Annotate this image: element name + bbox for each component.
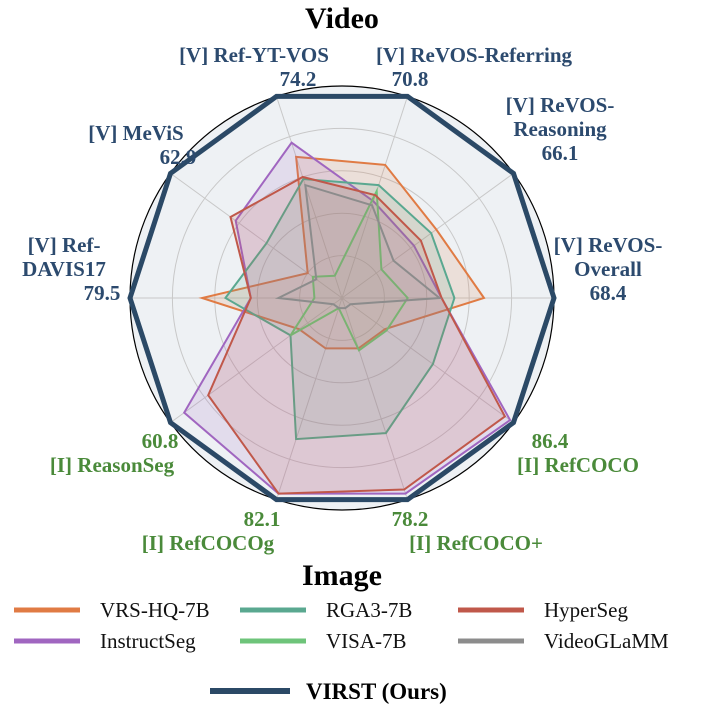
axis-name: [V] ReVOS- <box>554 233 663 257</box>
legend-item-2: InstructSeg <box>14 629 196 653</box>
axis-max-value: 60.8 <box>142 429 179 453</box>
axis-max-value: 68.4 <box>590 281 627 305</box>
series-virst-ours <box>127 93 557 503</box>
axis-name: [I] RefCOCOg <box>142 531 275 555</box>
axis-label-10: 86.4[I] RefCOCO <box>517 429 639 477</box>
axis-name: [I] RefCOCO+ <box>409 531 543 555</box>
legend-label: HyperSeg <box>544 598 628 622</box>
grid-spoke-8 <box>276 297 343 500</box>
legend-item-1: VRS-HQ-7B <box>14 598 210 622</box>
axis-max-value: 82.1 <box>244 507 281 531</box>
axis-max-value: 74.2 <box>280 67 317 91</box>
series-visa-7b <box>289 187 409 352</box>
legend-label: RGA3-7B <box>326 598 412 622</box>
legend-item-4: VISA-7B <box>240 629 407 653</box>
radar-series-group <box>127 93 557 503</box>
series-videoglamm <box>274 183 443 310</box>
legend-label: InstructSeg <box>100 629 196 653</box>
axis-name: Reasoning <box>513 117 607 141</box>
legend: VRS-HQ-7B InstructSeg RGA3-7B VISA-7B HyperS… <box>14 598 669 704</box>
axis-name: [V] MeViS <box>88 121 183 145</box>
axis-label-8: 82.1[I] RefCOCOg <box>142 507 281 555</box>
axis-label-7: 60.8[I] ReasonSeg <box>50 429 179 477</box>
axis-max-value: 78.2 <box>392 507 429 531</box>
axis-name: Overall <box>574 257 642 281</box>
legend-item-3: RGA3-7B <box>240 598 412 622</box>
grid-spoke-10 <box>341 297 514 424</box>
legend-label: VRS-HQ-7B <box>100 598 210 622</box>
grid-spoke-2 <box>341 172 514 299</box>
axis-name: DAVIS17 <box>22 257 106 281</box>
title-bottom: Image <box>302 559 382 592</box>
axis-max-value: 70.8 <box>392 67 429 91</box>
axis-max-value: 66.1 <box>542 141 579 165</box>
axis-name: [I] RefCOCO <box>517 453 639 477</box>
title-top: Video <box>305 2 379 35</box>
axis-name: [I] ReasonSeg <box>50 453 175 477</box>
axis-label-9: 78.2[I] RefCOCO+ <box>392 507 543 555</box>
grid-spoke-9 <box>341 297 408 500</box>
series-hyperseg <box>207 175 507 495</box>
axis-name: [V] ReVOS-Referring <box>376 43 573 67</box>
axis-max-value: 86.4 <box>532 429 569 453</box>
axis-max-value: 62.9 <box>160 145 197 169</box>
legend-item-7: VIRST (Ours) <box>210 679 447 704</box>
axis-name: [V] Ref-YT-VOS <box>179 43 329 67</box>
legend-item-5: HyperSeg <box>458 598 628 622</box>
axis-max-value: 79.5 <box>84 281 121 305</box>
legend-label: VideoGLaMM <box>544 629 669 653</box>
axis-name: [V] Ref- <box>28 233 101 257</box>
grid-spoke-4 <box>276 96 343 299</box>
grid-spoke-7 <box>170 297 343 424</box>
legend-item-6: VideoGLaMM <box>458 629 669 653</box>
legend-label: VISA-7B <box>326 629 407 653</box>
axis-name: [V] ReVOS- <box>506 93 615 117</box>
legend-label: VIRST (Ours) <box>306 679 447 704</box>
